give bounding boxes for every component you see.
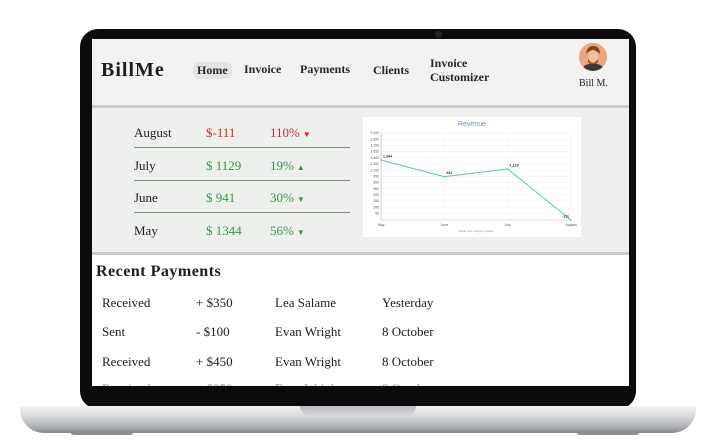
payment-client: Evan Wright	[275, 354, 342, 369]
top-header: BillMe Home Invoice Payments Clients Inv…	[92, 39, 629, 105]
payment-type: Received	[102, 295, 151, 310]
payment-client: Lea Salame	[275, 295, 336, 310]
y-tick-label: 1,850	[371, 137, 380, 141]
stat-percent: 19% ▲	[270, 158, 305, 173]
nav-invoice-customizer[interactable]: Invoice Customizer	[430, 56, 489, 84]
stat-row-june: June $ 941 30% ▼	[134, 183, 350, 213]
camera-icon	[435, 31, 442, 38]
y-tick-label: 50	[375, 212, 379, 216]
x-axis-label: Made with Livegap Charts	[459, 229, 494, 233]
payment-row[interactable]: Received + $350 Lea Salame Yesterday	[92, 290, 629, 316]
laptop-foot	[70, 430, 134, 435]
stat-row-august: August $-111 110% ▼	[134, 118, 350, 148]
app-logo[interactable]: BillMe	[101, 59, 165, 81]
revenue-series-line	[380, 159, 572, 221]
recent-payments-title: Recent Payments	[96, 263, 222, 280]
chart-title: Revenue	[458, 121, 486, 128]
app-screen: BillMe Home Invoice Payments Clients Inv…	[92, 39, 629, 386]
trend-down-icon: ▼	[302, 130, 311, 139]
payment-amount: + $350	[196, 295, 233, 310]
payment-client: Evan Wright	[275, 324, 342, 339]
y-tick-label: 1,400	[371, 156, 380, 160]
payment-date: Yesterday	[382, 295, 434, 310]
payment-row[interactable]: Received + $250 Evan Wright 8 October	[92, 376, 629, 386]
laptop-notch	[300, 406, 416, 416]
stat-amount: $-111	[206, 125, 236, 140]
row-divider	[134, 147, 350, 148]
user-name: Bill M.	[579, 78, 608, 89]
stat-percent: 110% ▼	[270, 125, 311, 140]
y-tick-label: 1,100	[371, 168, 380, 172]
stat-percent: 56% ▼	[270, 223, 305, 238]
stat-percent: 30% ▼	[270, 190, 305, 205]
payment-row[interactable]: Sent - $100 Evan Wright 8 October	[92, 319, 629, 345]
payment-amount: + $250	[196, 381, 233, 386]
stat-row-july: July $ 1129 19% ▲	[134, 151, 350, 181]
payment-client: Evan Wright	[275, 381, 341, 386]
payment-type: Received	[102, 381, 150, 386]
y-tick-label: 950	[373, 174, 379, 178]
revenue-chart: Revenue 2,000 1,850 1,700 1,550 1,400 1,250 1,1…	[363, 117, 581, 237]
nav-clients[interactable]: Clients	[373, 63, 409, 77]
y-tick-label: 200	[373, 205, 379, 209]
row-divider	[134, 212, 350, 213]
y-tick-label: 500	[373, 193, 379, 197]
stat-month: August	[134, 125, 172, 140]
data-point	[570, 219, 572, 221]
data-label: 941	[446, 171, 452, 175]
nav-payments[interactable]: Payments	[300, 62, 350, 76]
stat-amount: $ 941	[206, 190, 236, 205]
nav-invoice-customizer-line1: Invoice	[430, 56, 468, 70]
stat-amount: $ 1344	[206, 223, 242, 238]
x-tick-label: May	[378, 223, 385, 227]
payment-type: Sent	[102, 324, 126, 339]
trend-down-icon: ▼	[296, 195, 305, 204]
y-tick-label: 1,250	[371, 162, 380, 166]
data-label: 1,129	[510, 163, 519, 167]
stat-month: July	[134, 158, 156, 173]
payment-date: 8 October	[382, 324, 434, 339]
y-tick-label: 1,550	[371, 150, 380, 154]
nav-invoice-customizer-line2: Customizer	[430, 70, 490, 84]
stat-month: May	[134, 223, 158, 238]
stats-divider	[92, 252, 629, 255]
y-tick-label: 800	[373, 181, 379, 185]
nav-home[interactable]: Home	[193, 62, 232, 79]
data-point	[506, 167, 509, 170]
data-label: 1,344	[383, 155, 392, 159]
stat-amount: $ 1129	[206, 158, 242, 173]
payment-row[interactable]: Received + $450 Evan Wright 8 October	[92, 349, 629, 375]
payment-date: 8 October	[382, 381, 434, 386]
avatar-icon	[579, 43, 607, 71]
avatar[interactable]	[579, 43, 607, 71]
x-tick-label: June	[440, 223, 448, 227]
revenue-line-chart: Revenue 2,000 1,850 1,700 1,550 1,400 1,250 1,1…	[371, 121, 577, 233]
laptop-foot	[576, 430, 640, 435]
payment-amount: + $450	[196, 354, 233, 369]
payment-date: 8 October	[382, 354, 434, 369]
trend-down-icon: ▼	[296, 228, 305, 237]
payment-type: Received	[102, 354, 151, 369]
x-tick-label: July	[504, 223, 511, 227]
header-divider	[92, 105, 629, 108]
y-tick-label: 350	[373, 199, 379, 203]
row-divider	[134, 180, 350, 181]
y-tick-label: 650	[373, 187, 379, 191]
trend-up-icon: ▲	[296, 163, 305, 172]
stat-row-may: May $ 1344 56% ▼	[134, 216, 350, 246]
y-tick-label: 1,700	[371, 144, 380, 148]
nav-invoice[interactable]: Invoice	[244, 62, 282, 76]
x-tick-label: August	[565, 223, 576, 227]
data-label: -111	[562, 215, 569, 219]
data-point	[443, 175, 446, 178]
stat-month: June	[134, 190, 158, 205]
payment-amount: - $100	[196, 324, 230, 339]
data-point	[380, 159, 382, 161]
y-tick-label: 2,000	[371, 131, 380, 135]
